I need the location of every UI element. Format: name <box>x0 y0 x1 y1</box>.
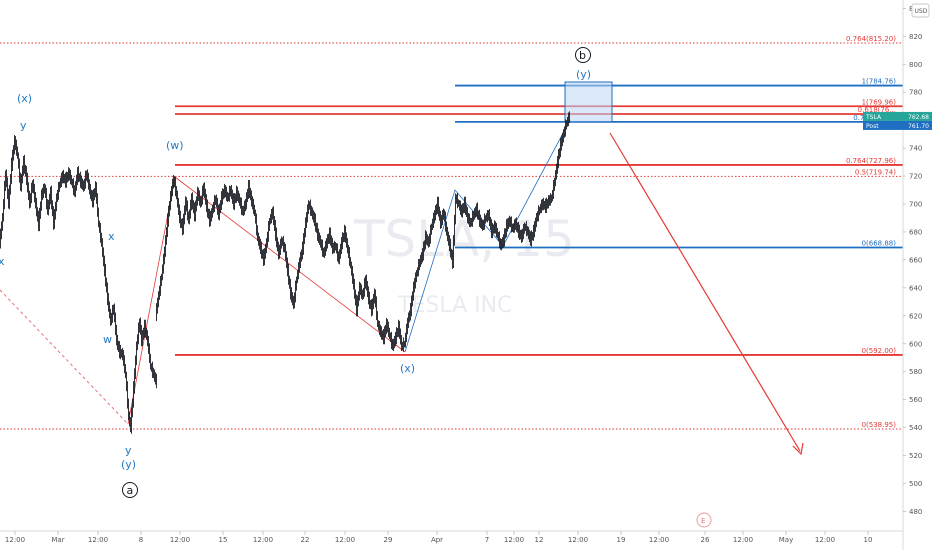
watermark-symbol: TSLA, 15 <box>353 210 575 268</box>
arrow-head <box>792 442 804 456</box>
wave-label-x-paren: (x) <box>17 92 32 105</box>
price-badge <box>863 120 932 130</box>
fib-level-label: 0.764(727.96) <box>846 157 896 165</box>
time-tick-label: 12:00 <box>5 536 25 544</box>
price-series <box>0 111 570 434</box>
price-tick-label: 480 <box>909 508 922 516</box>
fib-level-label: 0(668.88) <box>862 240 897 248</box>
price-tick-label: 720 <box>909 173 922 181</box>
time-tick-label: Mar <box>51 536 64 544</box>
price-tick-label: 620 <box>909 312 922 320</box>
wave-label-x-paren-2: (x) <box>400 362 415 375</box>
wave-circle-a <box>122 482 138 498</box>
event-marker[interactable]: E <box>696 512 712 528</box>
wave-labels: (x) y x x w y (y) a (w) (x) (y) b <box>0 47 591 498</box>
dashed-wave-line[interactable] <box>0 289 129 425</box>
wave-label-w: w <box>103 333 112 346</box>
time-tick-label: 12 <box>535 536 544 544</box>
projection-arrow[interactable] <box>609 132 801 452</box>
price-tick-label: 520 <box>909 452 922 460</box>
wave-label-b: b <box>579 49 586 62</box>
drawings <box>0 81 804 456</box>
time-tick-label: 12:00 <box>504 536 524 544</box>
time-tick-label: 12:00 <box>88 536 108 544</box>
currency-badge: USD <box>911 3 930 18</box>
fib-level-label: 0.5(719.74) <box>855 168 896 176</box>
price-tick-label: 780 <box>909 89 922 97</box>
time-tick-label: 26 <box>701 536 710 544</box>
price-tick-label: 660 <box>909 256 922 264</box>
wave-label-y-paren: (y) <box>121 458 136 471</box>
time-tick-label: 12:00 <box>815 536 835 544</box>
time-tick-label: 22 <box>301 536 310 544</box>
time-tick-label: 15 <box>219 536 228 544</box>
wave-label-x-left: x <box>0 255 5 268</box>
time-tick-label: 29 <box>384 536 393 544</box>
time-tick-label: 12:00 <box>568 536 588 544</box>
time-tick-label: 12:00 <box>335 536 355 544</box>
fib-level-label: 0(592.00) <box>862 347 897 355</box>
time-tick-label: 12:00 <box>170 536 190 544</box>
price-tick-label: 680 <box>909 228 922 236</box>
time-tick-label: 19 <box>617 536 626 544</box>
price-tick-label: 820 <box>909 33 922 41</box>
event-circle[interactable] <box>696 512 712 528</box>
time-tick-label: 7 <box>485 536 489 544</box>
time-tick-label: 12:00 <box>253 536 273 544</box>
fib-level-label: 0(538.95) <box>862 421 897 429</box>
price-badge-symbol: Post <box>866 123 879 130</box>
time-tick-label: 8 <box>139 536 143 544</box>
price-tick-label: 560 <box>909 396 922 404</box>
time-tick-label: 12:00 <box>649 536 669 544</box>
wave-label-y-paren-2: (y) <box>576 68 591 81</box>
fib-level-label: 1(784.76) <box>862 78 897 86</box>
price-tick-label: 540 <box>909 424 922 432</box>
price-tick-label: 640 <box>909 284 922 292</box>
watermark-company: TESLA INC <box>397 293 512 318</box>
event-label: E <box>701 517 705 525</box>
currency-label: USD <box>915 8 928 15</box>
wave-label-a: a <box>127 484 134 497</box>
wave-circle-b <box>575 47 591 63</box>
time-tick-label: May <box>779 536 793 544</box>
price-badge <box>863 111 932 121</box>
wave-label-x: x <box>108 230 115 243</box>
time-axis[interactable]: 12:00 Mar 12:00 8 12:00 15 12:00 22 12:00 29 Apr 7 1… <box>5 531 873 544</box>
fib-level-label: 0.764(815.20) <box>846 35 896 43</box>
price-tick-label: 700 <box>909 201 922 209</box>
price-tick-label: 600 <box>909 340 922 348</box>
price-badge-value: 762.68 <box>908 114 929 121</box>
fib-level-label: 0.618(76... <box>858 106 896 114</box>
red-wave-lines[interactable] <box>127 176 406 425</box>
wave-label-w-paren: (w) <box>166 139 184 152</box>
price-tick-label: 580 <box>909 368 922 376</box>
price-badges: TSLA 762.68 Post 761.70 <box>863 111 932 130</box>
wave-label-y: y <box>20 119 27 132</box>
time-tick-label: 10 <box>864 536 873 544</box>
wave-label-y-lower: y <box>125 444 132 457</box>
price-tick-label: 740 <box>909 145 922 153</box>
fib-level-label: 1(769.96) <box>862 98 897 106</box>
price-badge-symbol: TSLA <box>865 114 882 121</box>
price-tick-label: 800 <box>909 61 922 69</box>
time-tick-label: Apr <box>431 536 443 544</box>
blue-wave-lines[interactable] <box>404 119 571 353</box>
target-box[interactable] <box>564 81 613 123</box>
price-tick-label: 500 <box>909 480 922 488</box>
time-tick-label: 12:00 <box>733 536 753 544</box>
price-badge-value: 761.70 <box>908 123 929 130</box>
